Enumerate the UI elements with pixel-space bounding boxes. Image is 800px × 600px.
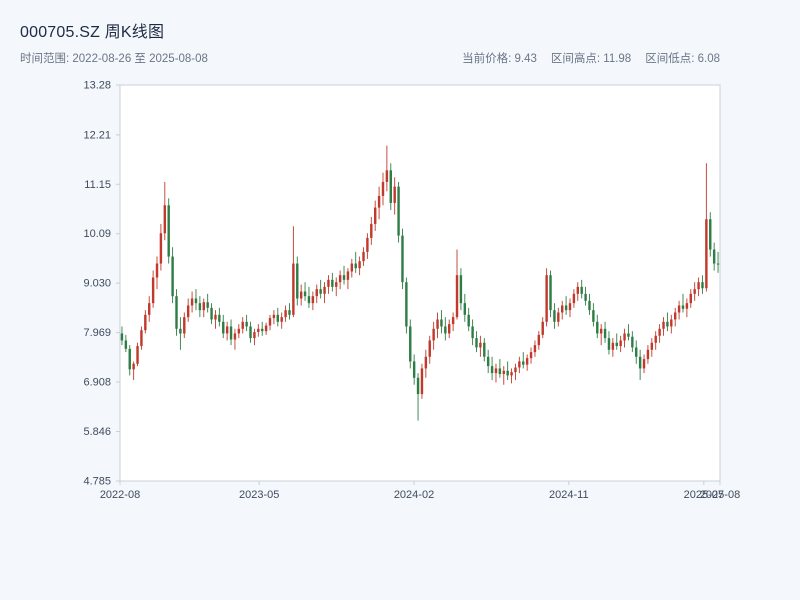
y-axis-tick: 5.846 (83, 426, 111, 438)
y-axis-tick: 12.21 (83, 129, 111, 141)
y-axis-tick: 7.969 (83, 327, 111, 339)
kline-chart: 13.28 12.21 11.15 10.09 9.030 7.969 6.908 5.846… (83, 80, 740, 502)
range-high-label: 区间高点: 11.98 (550, 53, 632, 65)
chart-subtitle-row: 时间范围: 2022-08-26 至 2025-08-08 当前价格: 9.43… (20, 50, 780, 66)
y-axis-tick: 6.908 (83, 377, 111, 389)
x-axis-tick: 2024-02 (394, 489, 434, 501)
y-axis-tick: 9.030 (83, 278, 111, 290)
current-price-label: 当前价格: 9.43 (462, 53, 537, 65)
x-axis-tick: 2022-08 (100, 489, 140, 501)
plot-area (119, 84, 721, 482)
x-axis-tick: 2023-05 (239, 489, 279, 501)
range-low-label: 区间低点: 6.08 (645, 53, 720, 65)
stats-row: 当前价格: 9.43 区间高点: 11.98 区间低点: 6.08 (462, 50, 780, 66)
y-axis-tick: 11.15 (84, 179, 111, 191)
x-axis-tick: 2025-08 (700, 489, 740, 501)
time-range-label: 时间范围: 2022-08-26 至 2025-08-08 (20, 53, 208, 65)
x-axis-tick: 2025-07 (684, 489, 724, 501)
page-title: 000705.SZ 周K线图 (20, 24, 165, 41)
y-axis-tick: 10.09 (83, 228, 111, 240)
x-axis-tick: 2024-11 (549, 489, 589, 501)
y-axis-tick: 4.785 (83, 476, 111, 488)
y-axis-tick: 13.28 (83, 80, 111, 92)
